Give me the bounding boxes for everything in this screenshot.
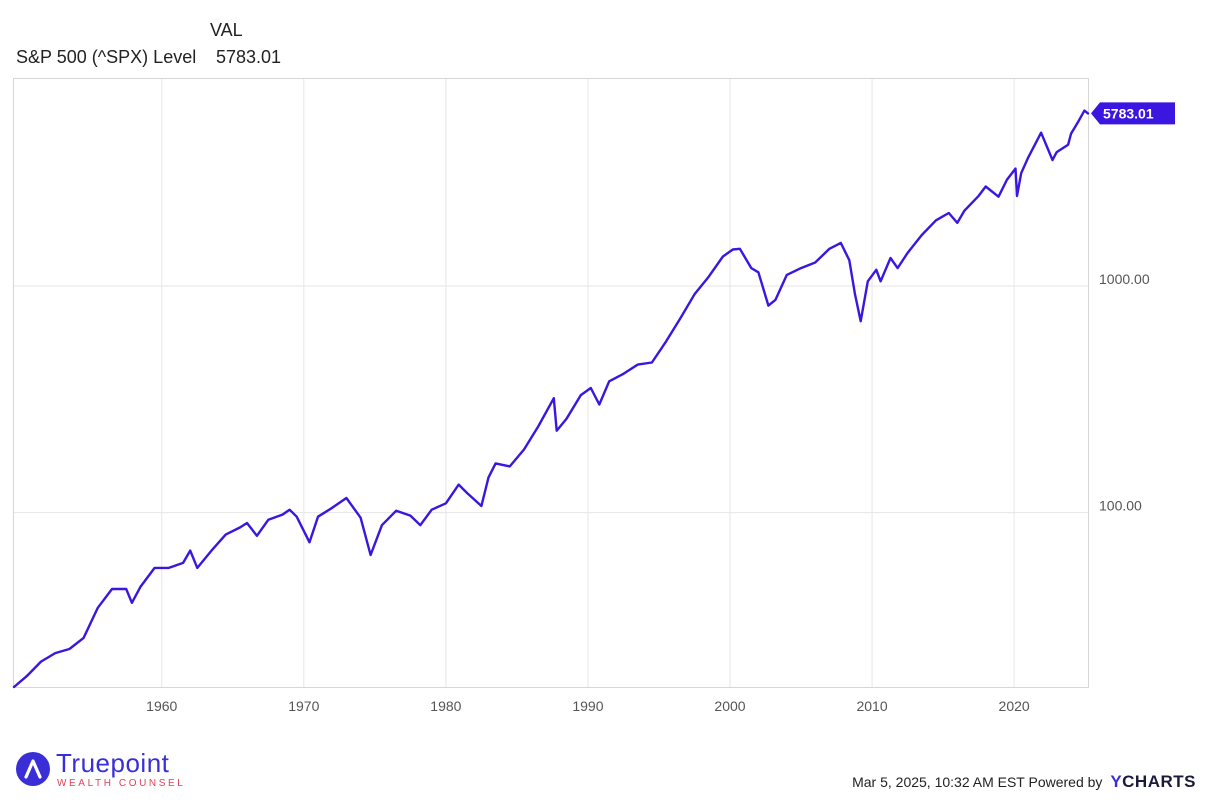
x-tick-label: 1960	[146, 698, 177, 714]
legend-header: VAL	[210, 20, 243, 40]
last-value-tag	[1091, 102, 1175, 125]
caret-icon	[24, 759, 42, 779]
series-layer	[12, 109, 1090, 689]
x-tick-label: 2000	[714, 698, 745, 714]
plot-frame	[13, 78, 1089, 688]
series-name-label: S&P 500 (^SPX) Level	[16, 47, 197, 67]
timestamp-text: Mar 5, 2025, 10:32 AM EST Powered by	[852, 774, 1103, 790]
series-line	[12, 109, 1090, 689]
footer-credit: Mar 5, 2025, 10:32 AM EST Powered by YCH…	[852, 772, 1196, 792]
tick-labels: 1960 1970 1980 1990 2000 2010 2020 100.00 1000.0…	[146, 271, 1150, 714]
logo-tagline: WEALTH COUNSEL	[57, 778, 186, 789]
ycharts-logo-text: CHARTS	[1122, 772, 1196, 791]
last-value-callout: 5783.01	[1091, 102, 1175, 125]
ycharts-logo-y: Y	[1110, 772, 1123, 791]
series-last-value: 5783.01	[216, 47, 282, 67]
line-chart: 1960 1970 1980 1990 2000 2010 2020 100.00 1000.0…	[12, 79, 1175, 714]
ycharts-logo[interactable]: YCHARTS	[1110, 772, 1196, 791]
logo-name: Truepoint	[56, 748, 170, 778]
y-tick-label: 1000.00	[1099, 271, 1150, 287]
x-tick-label: 2020	[999, 698, 1030, 714]
x-tick-label: 1970	[288, 698, 319, 714]
x-tick-label: 1990	[572, 698, 603, 714]
x-tick-label: 1980	[430, 698, 461, 714]
x-tick-label: 2010	[856, 698, 887, 714]
grid-layer	[14, 79, 1088, 687]
last-value-label: 5783.01	[1103, 105, 1154, 121]
legend-row[interactable]: S&P 500 (^SPX) Level 5783.01	[16, 47, 281, 68]
truepoint-logo-icon	[16, 752, 50, 786]
y-tick-label: 100.00	[1099, 498, 1142, 514]
truepoint-logo[interactable]: Truepoint WEALTH COUNSEL	[16, 748, 216, 792]
